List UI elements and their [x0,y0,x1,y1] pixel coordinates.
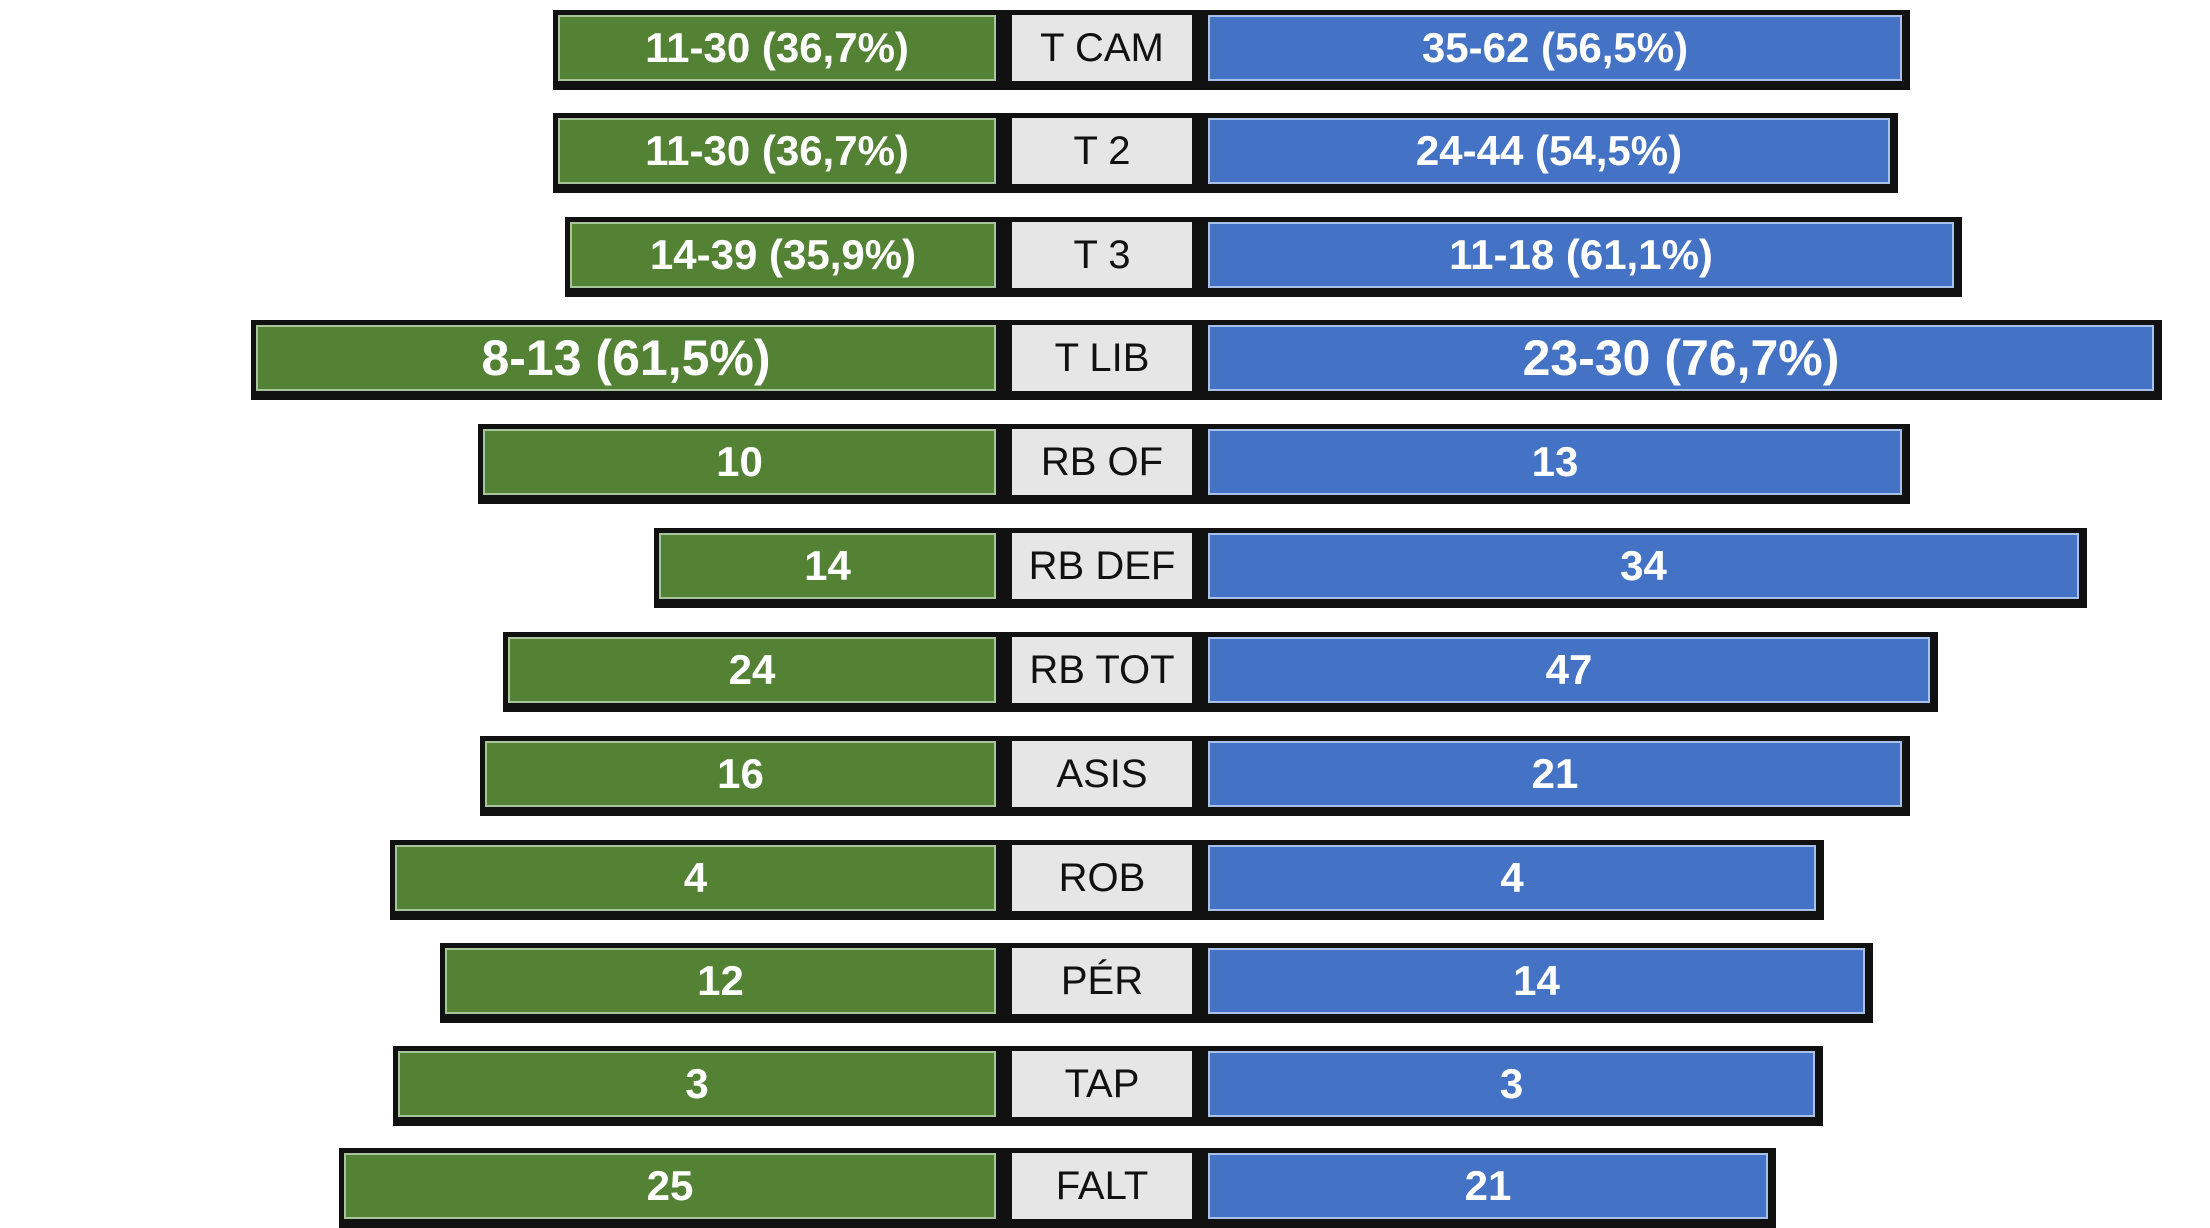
category-label-frame: FALT [1004,1148,1200,1228]
category-label-frame: TAP [1004,1046,1200,1126]
right-bar-fill [1208,222,1954,288]
left-bar: 11-30 (36,7%) [553,113,1004,193]
left-bar-fill [659,533,996,599]
right-bar-fill [1208,15,1902,81]
left-bar: 25 [339,1148,1004,1228]
chart-row: 10 RB OF 13 [0,424,2210,504]
right-bar-fill [1208,429,1902,495]
right-bar-fill [1208,1153,1768,1219]
left-bar: 4 [390,840,1004,920]
right-bar: 11-18 (61,1%) [1200,217,1962,297]
right-bar-fill [1208,948,1865,1014]
left-bar: 14-39 (35,9%) [565,217,1004,297]
right-bar: 21 [1200,736,1910,816]
left-bar-fill [344,1153,996,1219]
category-label-frame: RB TOT [1004,632,1200,712]
left-bar-fill [508,637,996,703]
right-bar: 3 [1200,1046,1823,1126]
right-bar: 35-62 (56,5%) [1200,10,1910,90]
right-bar: 34 [1200,528,2087,608]
right-bar-fill [1208,325,2154,391]
category-label: RB DEF [1012,533,1192,599]
category-label: ASIS [1012,741,1192,807]
left-bar-fill [483,429,996,495]
left-bar-fill [570,222,996,288]
left-bar: 24 [503,632,1004,712]
chart-row: 24 RB TOT 47 [0,632,2210,712]
chart-row: 16 ASIS 21 [0,736,2210,816]
left-bar: 3 [393,1046,1004,1126]
left-bar-fill [395,845,996,911]
chart-row: 14-39 (35,9%) T 3 11-18 (61,1%) [0,217,2210,297]
right-bar-fill [1208,118,1890,184]
chart-row: 12 PÉR 14 [0,943,2210,1023]
category-label: T CAM [1012,15,1192,81]
left-bar-fill [445,948,996,1014]
left-bar-fill [256,325,996,391]
left-bar: 12 [440,943,1004,1023]
category-label-frame: T 3 [1004,217,1200,297]
right-bar-fill [1208,845,1816,911]
category-label: RB OF [1012,429,1192,495]
category-label-frame: T CAM [1004,10,1200,90]
category-label: T LIB [1012,325,1192,391]
category-label-frame: ROB [1004,840,1200,920]
chart-row: 14 RB DEF 34 [0,528,2210,608]
category-label: T 3 [1012,222,1192,288]
category-label: ROB [1012,845,1192,911]
left-bar: 14 [654,528,1004,608]
category-label-frame: ASIS [1004,736,1200,816]
chart-row: 8-13 (61,5%) T LIB 23-30 (76,7%) [0,320,2210,400]
left-bar-fill [398,1051,996,1117]
category-label: T 2 [1012,118,1192,184]
category-label: PÉR [1012,948,1192,1014]
category-label: TAP [1012,1051,1192,1117]
right-bar: 24-44 (54,5%) [1200,113,1898,193]
category-label: FALT [1012,1153,1192,1219]
right-bar-fill [1208,741,1902,807]
left-bar-fill [485,741,996,807]
left-bar: 11-30 (36,7%) [553,10,1004,90]
right-bar: 13 [1200,424,1910,504]
chart-row: 11-30 (36,7%) T 2 24-44 (54,5%) [0,113,2210,193]
chart-row: 4 ROB 4 [0,840,2210,920]
chart-row: 25 FALT 21 [0,1148,2210,1228]
right-bar: 47 [1200,632,1938,712]
left-bar: 16 [480,736,1004,816]
chart-row: 3 TAP 3 [0,1046,2210,1126]
right-bar: 14 [1200,943,1873,1023]
left-bar-fill [558,118,996,184]
category-label-frame: T 2 [1004,113,1200,193]
right-bar-fill [1208,533,2079,599]
right-bar: 23-30 (76,7%) [1200,320,2162,400]
left-bar-fill [558,15,996,81]
left-bar: 8-13 (61,5%) [251,320,1004,400]
right-bar: 4 [1200,840,1824,920]
category-label-frame: T LIB [1004,320,1200,400]
category-label-frame: RB DEF [1004,528,1200,608]
right-bar-fill [1208,637,1930,703]
left-bar: 10 [478,424,1004,504]
category-label: RB TOT [1012,637,1192,703]
category-label-frame: RB OF [1004,424,1200,504]
category-label-frame: PÉR [1004,943,1200,1023]
right-bar-fill [1208,1051,1815,1117]
chart-row: 11-30 (36,7%) T CAM 35-62 (56,5%) [0,10,2210,90]
right-bar: 21 [1200,1148,1776,1228]
